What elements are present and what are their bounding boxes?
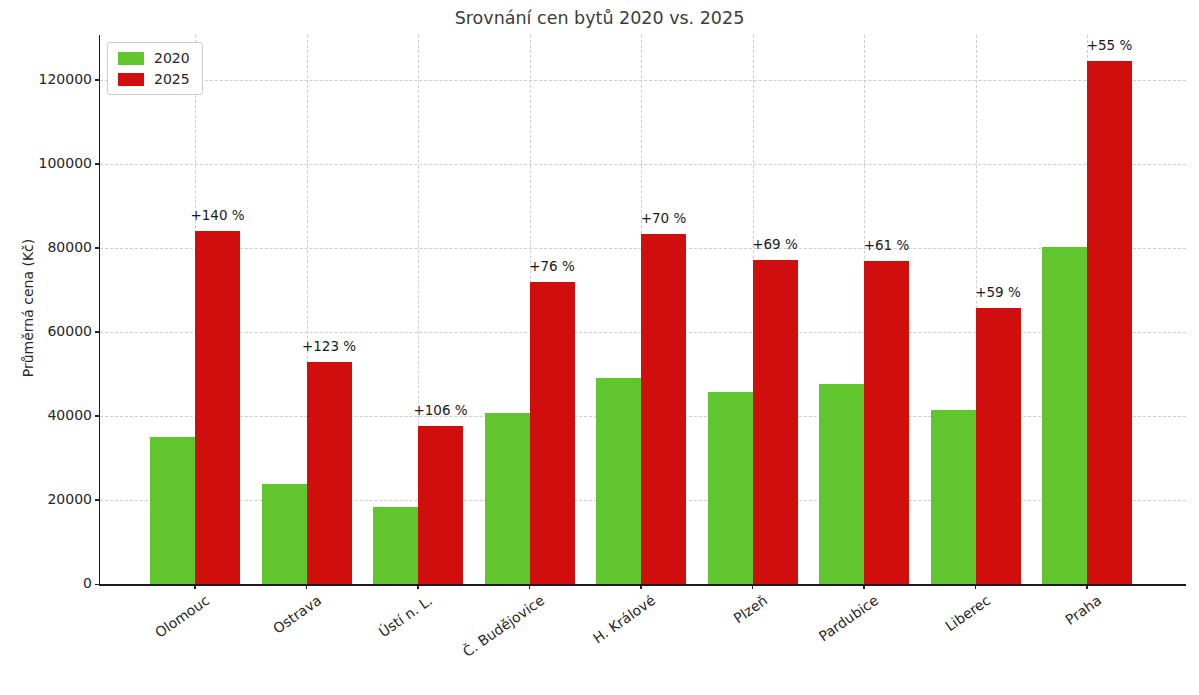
pct-annotation-5: +69 % (710, 236, 840, 252)
bar-2025-1 (307, 362, 352, 584)
bar-2025-0 (195, 231, 240, 584)
chart-title: Srovnání cen bytů 2020 vs. 2025 (0, 8, 1199, 28)
y-tick-label: 60000 (12, 323, 92, 339)
bar-2025-7 (976, 308, 1021, 584)
pct-annotation-6: +61 % (822, 237, 952, 253)
bar-2020-7 (931, 410, 976, 584)
bar-2025-8 (1087, 61, 1132, 584)
x-axis-spine (99, 584, 1187, 586)
y-tick-label: 100000 (12, 155, 92, 171)
pct-annotation-4: +70 % (599, 210, 729, 226)
bar-2020-8 (1042, 247, 1087, 584)
pct-annotation-1: +123 % (264, 338, 394, 354)
bar-chart: Srovnání cen bytů 2020 vs. 2025 Průměrná… (0, 0, 1199, 695)
bar-2025-5 (753, 260, 798, 584)
legend-swatch-2025 (118, 73, 144, 86)
y-tick-label: 20000 (12, 491, 92, 507)
legend-label-2020: 2020 (154, 50, 190, 66)
bar-2025-3 (530, 282, 575, 584)
bar-2020-1 (262, 484, 307, 584)
y-tick-label: 0 (12, 575, 92, 591)
h-gridline (100, 80, 1186, 81)
pct-annotation-8: +55 % (1045, 37, 1175, 53)
legend-label-2025: 2025 (154, 71, 190, 87)
bar-2020-5 (708, 392, 753, 584)
legend: 2020 2025 (107, 42, 203, 95)
bar-2020-3 (485, 413, 530, 584)
legend-swatch-2020 (118, 52, 144, 65)
legend-item-2025: 2025 (118, 71, 190, 87)
bar-2020-2 (373, 507, 418, 584)
bar-2020-6 (819, 384, 864, 584)
pct-annotation-3: +76 % (487, 258, 617, 274)
y-tick-label: 120000 (12, 71, 92, 87)
bar-2025-4 (641, 234, 686, 584)
bar-2025-2 (418, 426, 463, 584)
bar-2025-6 (864, 261, 909, 584)
bar-2020-0 (150, 437, 195, 584)
pct-annotation-0: +140 % (153, 207, 283, 223)
y-axis-spine (99, 35, 101, 586)
legend-item-2020: 2020 (118, 50, 190, 66)
y-tick-label: 80000 (12, 239, 92, 255)
h-gridline (100, 164, 1186, 165)
bar-2020-4 (596, 378, 641, 584)
y-tick-label: 40000 (12, 407, 92, 423)
